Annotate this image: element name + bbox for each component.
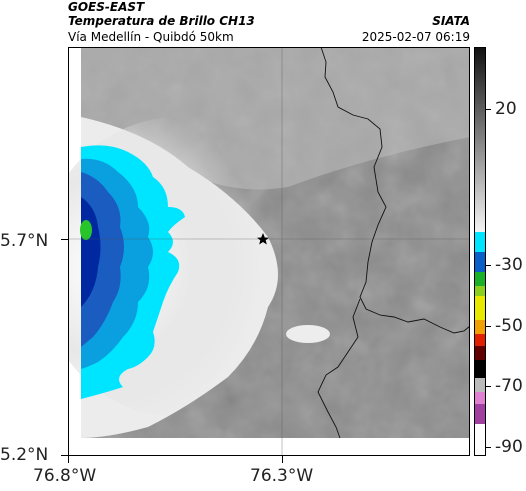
cb-purple [474,404,486,424]
location-star-icon [257,233,269,245]
lon-tick-2: 76.3°W [250,466,314,486]
product-title: Temperatura de Brillo CH13 [68,14,255,28]
brightness-temperature-map [68,47,470,456]
cb-tickmark-2 [486,265,491,266]
cb-lightgray [474,378,486,392]
cb-red [474,334,486,346]
colorbar-frame [474,47,486,456]
cb-yellow [474,296,486,320]
cb-label-4: -70 [495,376,523,396]
cb-label-3: -50 [495,316,523,336]
cb-blue [474,252,486,272]
lat-tickmark-2 [61,455,68,456]
small-cloud [286,325,330,343]
colorbar-gray [474,47,486,232]
lat-tickmark-1 [61,239,68,240]
cb-pink [474,392,486,404]
cb-label-1: 20 [495,99,517,119]
datetime-label: 2025-02-07 06:19 [361,30,470,44]
cb-darkred [474,346,486,360]
cb-tickmark-5 [486,447,491,448]
cb-green [474,272,486,286]
cb-tickmark-3 [486,326,491,327]
cb-label-5: -90 [495,437,523,457]
boundary-line [320,47,470,334]
colorbar [474,47,486,456]
cb-tickmark-1 [486,109,491,110]
org-label: SIATA [432,14,470,28]
lon-tick-1: 76.8°W [33,466,97,486]
lon-tickmark-1 [68,456,69,463]
cb-white [474,424,486,456]
cb-label-2: -30 [495,255,523,275]
cb-black [474,360,486,378]
lon-tickmark-2 [282,456,283,463]
cb-cyan [474,232,486,252]
coldest-core [80,220,92,240]
lat-tick-1: 5.7°N [0,231,49,251]
boundary-line-south [317,298,361,439]
region-label: Vía Medellín - Quibdó 50km [68,30,234,44]
cb-orange [474,320,486,334]
cb-tickmark-4 [486,386,491,387]
lat-tick-2: 5.2°N [0,445,49,465]
satellite-title: GOES-EAST [68,0,145,14]
cb-lightgreen [474,286,486,296]
map-frame [68,47,470,456]
